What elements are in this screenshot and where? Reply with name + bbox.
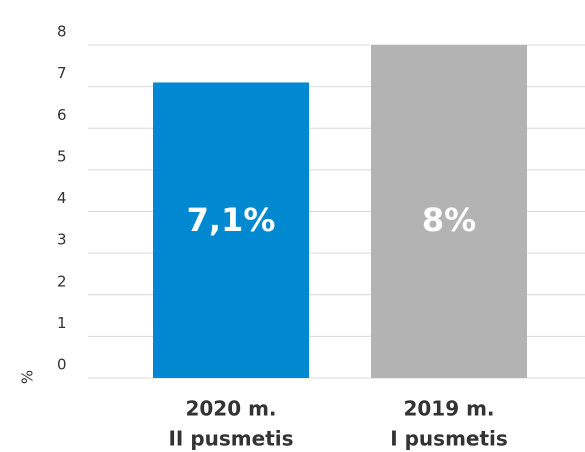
y-axis-ticks: 0 1 2 3 4 5 6 7 8 <box>57 23 67 374</box>
bar <box>153 82 309 379</box>
y-tick-label: 8 <box>57 23 67 41</box>
y-axis-unit-label: % <box>19 370 37 384</box>
y-tick-label: 2 <box>57 272 67 290</box>
y-tick-label: 1 <box>57 314 67 332</box>
y-tick-label: 7 <box>57 64 67 82</box>
category-label: 2019 m. <box>403 397 494 421</box>
y-tick-label: 6 <box>57 106 67 124</box>
category-labels: 2020 m. II pusmetis 2019 m. I pusmetis <box>168 397 507 451</box>
category-label: I pusmetis <box>390 427 508 451</box>
category-label: 2020 m. <box>185 397 276 421</box>
category-label: II pusmetis <box>168 427 293 451</box>
y-tick-label: 0 <box>57 356 67 374</box>
y-tick-label: 4 <box>57 189 67 207</box>
bar-data-label: 7,1% <box>187 201 276 239</box>
y-tick-label: 5 <box>57 147 67 165</box>
bar <box>371 45 527 378</box>
bar-data-label: 8% <box>422 201 476 239</box>
bars: 7,1% 8% <box>153 45 527 379</box>
y-tick-label: 3 <box>57 231 67 249</box>
